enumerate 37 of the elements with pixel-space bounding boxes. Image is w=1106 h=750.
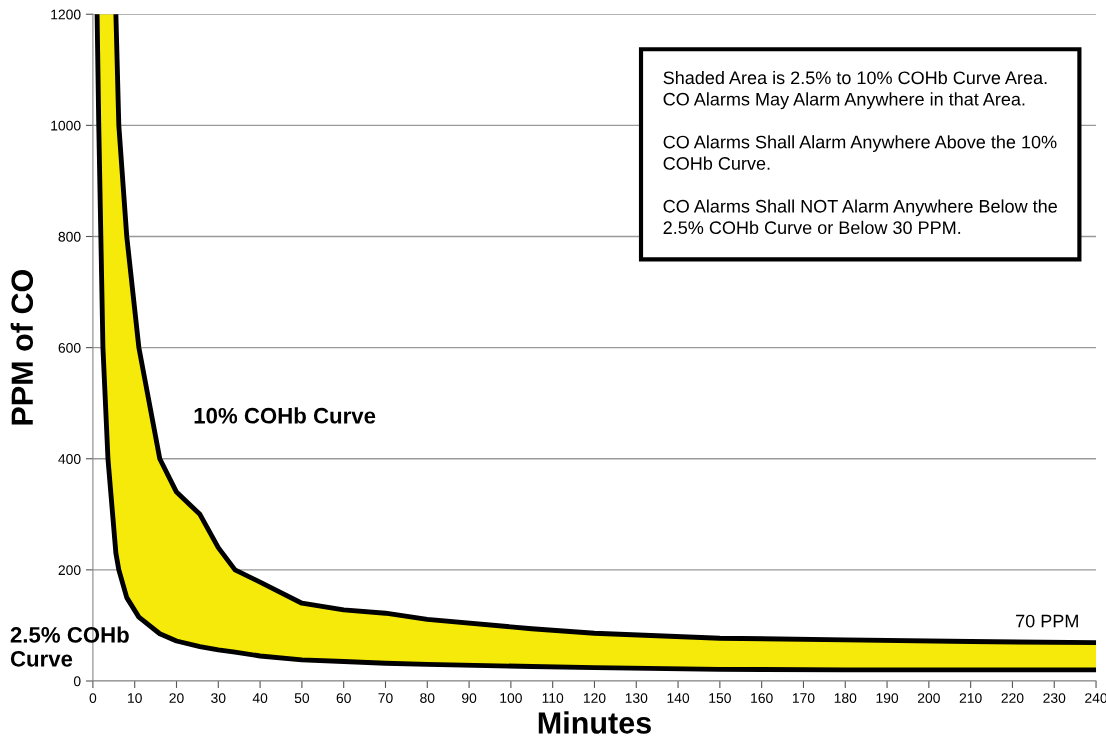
x-tick-label: 0 (89, 693, 97, 704)
x-tick-label: 170 (792, 693, 815, 704)
x-tick-label: 230 (1043, 693, 1066, 704)
x-tick-label: 80 (420, 693, 435, 704)
x-tick-label: 120 (583, 693, 606, 704)
x-tick-label: 200 (917, 693, 940, 704)
y-tick-label: 400 (58, 454, 81, 464)
x-tick-label: 70 (378, 693, 393, 704)
annotation: 10% COHb Curve (194, 407, 376, 424)
y-tick-label: 1000 (51, 120, 81, 131)
x-tick-label: 190 (876, 693, 899, 704)
y-tick-label: 0 (73, 676, 81, 687)
x-tick-label: 90 (462, 693, 477, 704)
x-tick-label: 220 (1001, 693, 1024, 704)
x-tick-label: 140 (667, 693, 690, 704)
annotation: 70 PPM (1016, 614, 1078, 628)
y-tick-label: 600 (58, 342, 81, 353)
x-tick-label: 40 (252, 693, 268, 704)
x-tick-label: 60 (336, 693, 351, 704)
x-tick-label: 30 (211, 693, 226, 704)
x-tick-label: 50 (294, 693, 310, 704)
x-tick-label: 210 (959, 693, 982, 704)
x-tick-label: 130 (625, 693, 648, 704)
text: Shaded Area is 2.5% to 10% COHb Curve Area. CO Alarms May Alarm Anywhere in that Area. CO Alarms Shall Alarm Anywhere Above the 10% COHb Curve. CO Alarms Shall NOT Alarm Anywhere Below the 2.5% COHb Curve or Below 30 PPM. (663, 70, 1057, 235)
x-axis-title: Minutes (538, 711, 651, 734)
x-tick-label: 100 (500, 693, 522, 704)
x-tick-label: 20 (169, 693, 184, 704)
x-tick-label: 160 (751, 693, 773, 704)
x-tick-label: 10 (128, 693, 142, 704)
x-tick-label: 180 (834, 693, 857, 704)
annotation: 2.5% COHb Curve (10, 626, 129, 667)
y-tick-label: 1200 (51, 9, 81, 20)
y-tick-label: 800 (58, 231, 81, 242)
y-axis-title: PPM of CO (10, 269, 34, 425)
y-tick-label: 200 (58, 565, 81, 576)
x-tick-label: 150 (709, 693, 731, 704)
x-tick-label: 110 (542, 693, 564, 704)
